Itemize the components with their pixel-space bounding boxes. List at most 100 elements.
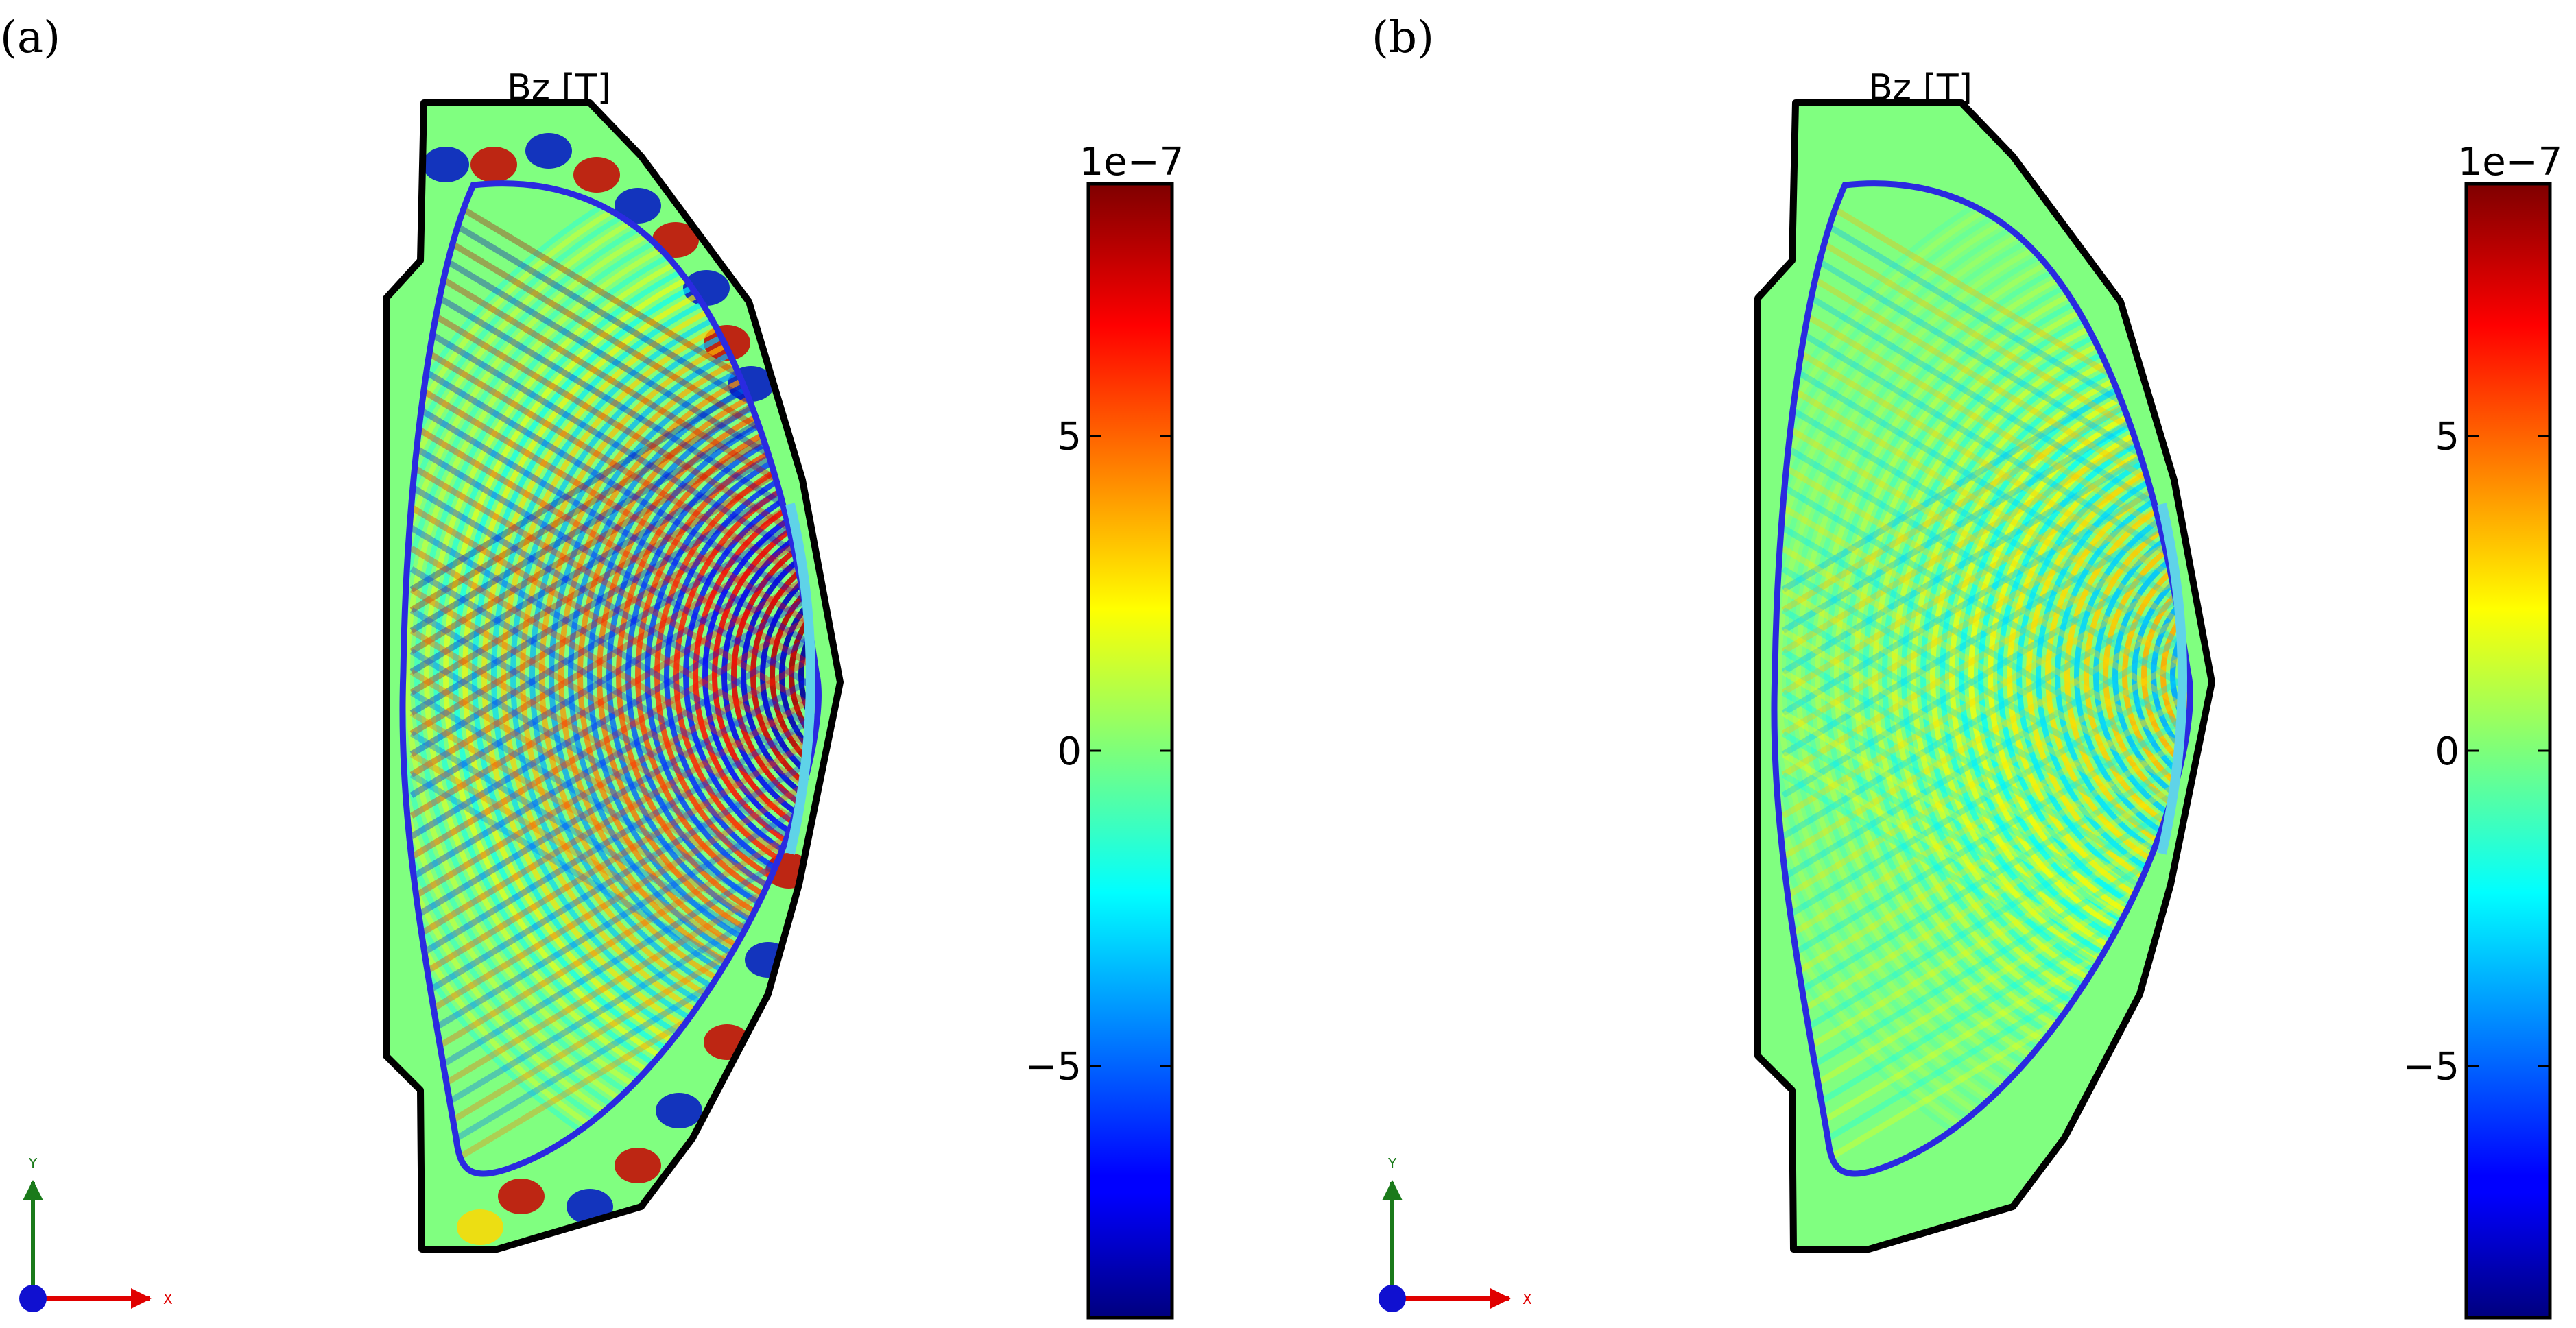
beam-stripe [409,566,819,819]
colorbar-tick-label: −5 [2402,1044,2459,1089]
separatrix [399,180,822,1177]
wave-front [424,208,819,1143]
wave-front [1872,285,2191,1066]
wave-front [1892,304,2191,1047]
beam-stripe [1781,628,2191,880]
beam-stripe [409,237,819,490]
wave-front [1796,208,2191,1143]
wave-front [2036,448,2191,903]
beam-stripe [1781,299,2191,551]
wave-front [414,198,819,1152]
colorbar-gradient [1086,182,1174,1320]
beam-stripe [409,731,819,983]
beam-stripe [1781,690,2191,942]
beam-stripe [409,319,819,572]
wave-front [2112,524,2191,826]
wave-front [2141,553,2191,797]
beam-stripe [1781,731,2191,983]
beam-stripe [409,299,819,551]
wave-front [635,419,819,932]
beam-stripe [409,546,819,798]
wave-front [1940,352,2191,999]
wave-front [510,294,819,1057]
wave-front [770,553,819,797]
wave-front [654,438,819,913]
wave-front [1863,275,2191,1076]
vessel-wall [383,99,844,1253]
beam-stripe [1781,525,2191,777]
vessel-wall [1754,99,2215,1253]
colorbar-tick-label: 0 [2435,729,2459,774]
wave-front [1815,227,2191,1124]
wave-front [2084,496,2191,855]
beam-stripe [409,278,819,531]
beam-stripe [1781,381,2191,633]
wave-front [606,390,819,961]
wave-front [673,457,819,893]
wave-front [779,563,819,788]
beam-stripe [409,669,819,921]
beam-stripe [1781,402,2191,654]
wave-front [558,342,819,1009]
separatrix [1771,180,2193,1177]
colorbar-tick-label: 5 [2435,415,2459,459]
beam-stripe [409,484,819,736]
edge-eddy [470,147,517,182]
wave-front [1901,313,2191,1037]
wave-front [645,428,819,922]
wave-front [625,409,819,941]
wave-front [491,275,819,1076]
beam-stripe [1781,525,2191,777]
colorbar-gradient [2464,182,2552,1320]
y-axis-label: Y [28,1155,38,1172]
wave-front [1805,217,2191,1133]
beam-stripe [1781,463,2191,716]
beam-stripe [1781,381,2191,633]
beam-stripe [1781,607,2191,860]
beam-stripe [409,587,819,839]
wave-front [760,544,819,807]
colorbar: 1e−7 5 0 −5 [2402,140,2562,1320]
wave-front [1834,246,2191,1104]
beam-stripe [1781,710,2191,963]
colorbar-tick-label: 0 [1057,729,1082,774]
wave-front [664,448,819,903]
origin-marker [19,1285,47,1312]
beam-stripe [409,854,819,1107]
beam-stripe [409,607,819,860]
wave-front [683,467,819,884]
beam-stripe [409,813,819,1065]
wave-front [2132,544,2191,807]
beam-stripe [1781,772,2191,1024]
wave-front [1824,237,2191,1114]
wave-front [1882,294,2191,1057]
beam-stripe [1781,690,2191,942]
beam-stripe [1781,628,2191,880]
beam-stripe [1781,443,2191,695]
beam-stripe [1781,793,2191,1045]
x-axis-label: X [163,1291,173,1307]
beam-stripe [409,628,819,880]
beam-stripe [409,751,819,1004]
wave-front [750,534,819,817]
wave-front [501,285,819,1066]
beam-stripe [1781,463,2191,716]
wave-front [712,496,819,855]
panel-label: (b) [1372,12,1434,63]
wave-front [443,227,819,1124]
edge-eddy [422,147,469,182]
wave-front [830,614,953,737]
beam-stripe [1781,587,2191,839]
wave-front [798,582,819,769]
beam-stripe [409,525,819,777]
beam-stripe [409,361,819,613]
axes-triad: XY [1379,1155,1532,1312]
wave-front [2074,486,2191,865]
beam-stripe [409,690,819,942]
beam-stripe [409,402,819,654]
wave-front [789,572,819,778]
panel-label: (a) [0,12,60,63]
wave-front [721,505,819,845]
wave-front [539,323,819,1028]
beam-stripe [1781,217,2191,469]
